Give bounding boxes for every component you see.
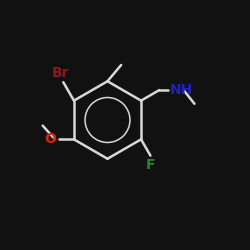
Text: Br: Br — [52, 66, 70, 80]
Text: NH: NH — [170, 83, 193, 97]
Text: O: O — [44, 132, 56, 146]
Text: F: F — [146, 158, 155, 172]
